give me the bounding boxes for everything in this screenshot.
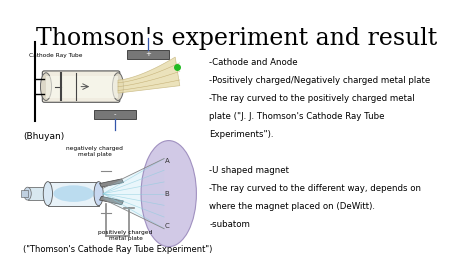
Text: C: C: [164, 223, 169, 229]
Text: A: A: [164, 158, 169, 164]
Text: plate ("J. J. Thomson's Cathode Ray Tube: plate ("J. J. Thomson's Cathode Ray Tube: [210, 112, 385, 121]
Text: (Bhuyan): (Bhuyan): [23, 132, 64, 141]
Ellipse shape: [54, 185, 94, 202]
Text: ("Thomson's Cathode Ray Tube Experiment"): ("Thomson's Cathode Ray Tube Experiment"…: [23, 245, 212, 254]
Text: -Positively charged/Negatively charged metal plate: -Positively charged/Negatively charged m…: [210, 76, 430, 85]
Text: positively charged
metal plate: positively charged metal plate: [99, 230, 153, 241]
Text: negatively charged
metal plate: negatively charged metal plate: [66, 146, 123, 157]
Text: +: +: [146, 51, 151, 57]
Text: -U shaped magnet: -U shaped magnet: [210, 166, 289, 175]
Text: where the magnet placed on (DeWitt).: where the magnet placed on (DeWitt).: [210, 202, 375, 211]
Ellipse shape: [94, 182, 103, 206]
FancyBboxPatch shape: [42, 71, 120, 102]
Text: -The ray curved to the positively charged metal: -The ray curved to the positively charge…: [210, 94, 415, 103]
Text: Cathode Ray Tube: Cathode Ray Tube: [29, 53, 83, 58]
Bar: [27, 187, 48, 200]
Text: -: -: [114, 111, 117, 117]
Ellipse shape: [112, 73, 124, 101]
Bar: [48, 182, 99, 206]
Polygon shape: [118, 57, 180, 93]
Bar: [46, 76, 118, 98]
Bar: [127, 50, 169, 59]
Text: Thomson's experiment and result: Thomson's experiment and result: [36, 27, 438, 50]
Text: -Cathode and Anode: -Cathode and Anode: [210, 58, 298, 67]
Bar: [21, 190, 28, 197]
Polygon shape: [100, 196, 124, 205]
Ellipse shape: [40, 73, 52, 101]
Text: B: B: [164, 191, 169, 197]
Bar: [94, 110, 136, 119]
Ellipse shape: [43, 182, 53, 206]
Text: -subatom: -subatom: [210, 220, 250, 229]
Ellipse shape: [24, 187, 31, 200]
Ellipse shape: [141, 140, 196, 247]
Text: Experiments").: Experiments").: [210, 130, 274, 139]
Polygon shape: [100, 179, 124, 187]
Text: -The ray curved to the different way, depends on: -The ray curved to the different way, de…: [210, 184, 421, 193]
Polygon shape: [103, 159, 164, 229]
